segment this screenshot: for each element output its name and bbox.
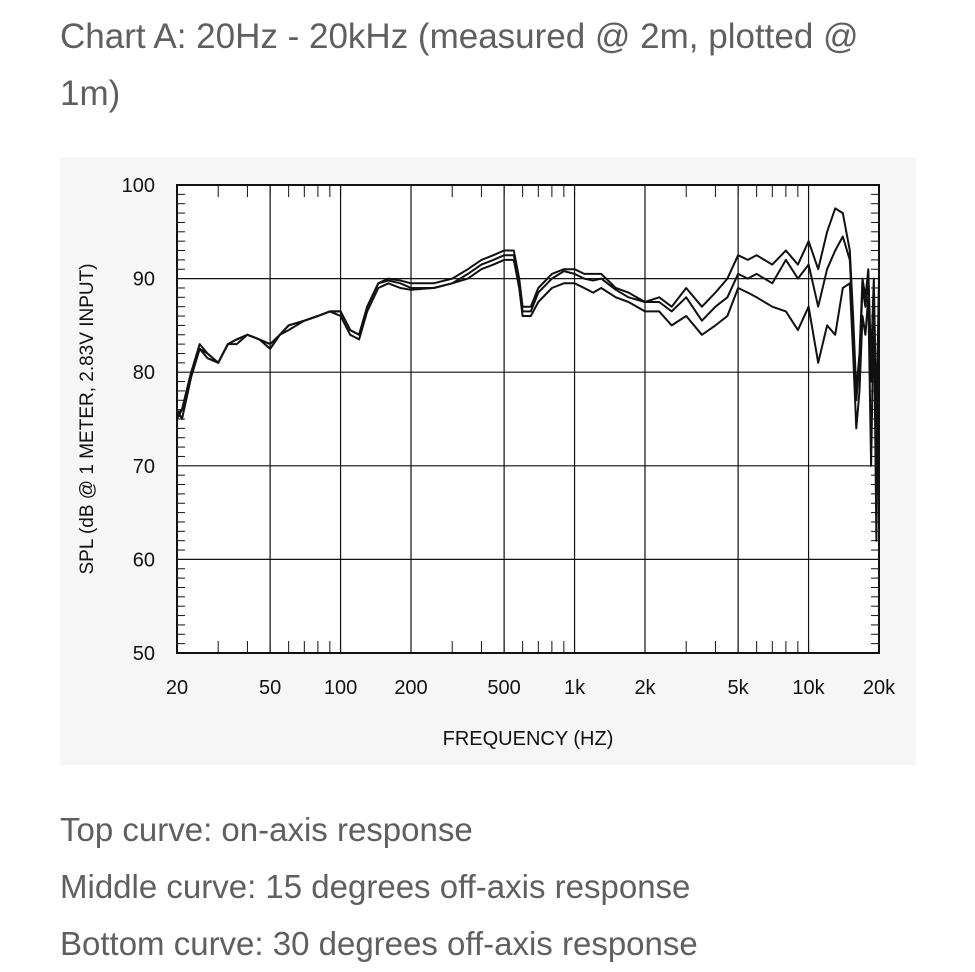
y-tick-label: 90 [133,269,155,291]
caption-bottom-curve: Bottom curve: 30 degrees off-axis respon… [60,925,698,962]
y-tick-label: 80 [133,362,155,384]
x-tick-label: 5k [728,677,750,699]
y-tick-label: 50 [133,643,155,665]
x-tick-label: 1k [564,677,586,699]
frequency-response-chart: 50 60 70 80 90 100 20 50 100 200 500 1k 2k 5k 10k 20k FR… [77,175,896,750]
x-tick-label: 200 [394,677,427,699]
chart-title: Chart A: 20Hz - 20kHz (measured @ 2m, pl… [60,17,859,113]
x-tick-label: 20 [166,677,188,699]
y-tick-label: 60 [133,549,155,571]
caption-middle-curve: Middle curve: 15 degrees off-axis respon… [60,868,691,905]
x-tick-label: 50 [259,677,281,699]
off-axis-15-curve [176,235,880,486]
x-tick-label: 10k [792,677,825,699]
x-tick-label: 100 [324,677,357,699]
chart-panel: 50 60 70 80 90 100 20 50 100 200 500 1k 2k 5k 10k 20k FR… [60,157,916,765]
y-tick-label: 100 [122,175,155,197]
plot-area [177,185,879,653]
off-axis-30-curve [176,258,880,542]
x-tick-label: 500 [487,677,520,699]
x-axis-label: FREQUENCY (HZ) [443,728,614,750]
caption-top-curve: Top curve: on-axis response [60,811,473,848]
curve-captions: Top curve: on-axis response Middle curve… [60,801,960,972]
y-axis-label: SPL (dB @ 1 METER, 2.83V INPUT) [77,263,98,574]
y-tick-label: 70 [133,456,155,478]
x-tick-label: 2k [634,677,656,699]
x-tick-label: 20k [863,677,896,699]
